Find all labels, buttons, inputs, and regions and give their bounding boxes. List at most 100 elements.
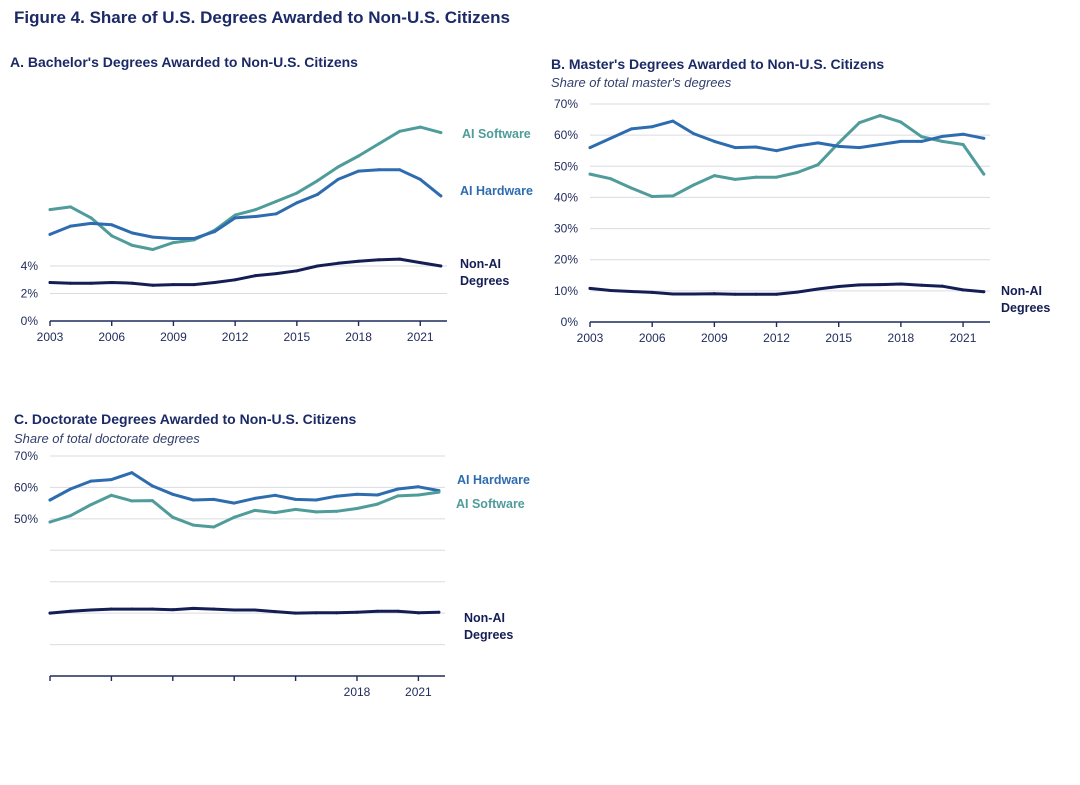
data-point bbox=[336, 261, 340, 265]
data-point bbox=[314, 510, 318, 514]
data-point bbox=[151, 235, 155, 239]
data-point bbox=[68, 487, 72, 491]
data-point bbox=[191, 498, 195, 502]
data-point bbox=[940, 139, 944, 143]
data-point bbox=[150, 484, 154, 488]
panel-c-subtitle: Share of total doctorate degrees bbox=[14, 431, 200, 446]
data-point bbox=[671, 194, 675, 198]
data-point bbox=[232, 608, 236, 612]
data-point bbox=[89, 221, 93, 225]
data-point bbox=[609, 289, 613, 293]
figure-title: Figure 4. Share of U.S. Degrees Awarded … bbox=[14, 8, 510, 27]
data-point bbox=[940, 134, 944, 138]
data-point bbox=[961, 142, 965, 146]
data-point bbox=[48, 208, 52, 212]
x-tick-label: 2021 bbox=[950, 331, 977, 345]
panel-c-chart: 50% 60% 70% 2018 2021 AI Hardware AI Software N… bbox=[14, 449, 530, 699]
data-point bbox=[961, 132, 965, 136]
data-point bbox=[418, 125, 422, 129]
data-point bbox=[315, 179, 319, 183]
data-point bbox=[213, 281, 217, 284]
data-point bbox=[609, 136, 613, 140]
data-point bbox=[650, 125, 654, 129]
data-point bbox=[213, 230, 217, 234]
series-label-non-ai: Non-AI bbox=[464, 611, 505, 625]
x-tick-label: 2018 bbox=[344, 685, 371, 699]
y-tick-label: 30% bbox=[554, 222, 578, 236]
data-point bbox=[940, 284, 944, 288]
series-label-ai-hardware: AI Hardware bbox=[460, 184, 533, 198]
data-point bbox=[335, 494, 339, 498]
data-point bbox=[899, 120, 903, 124]
y-tick-label: 50% bbox=[554, 159, 578, 173]
series-label-non-ai: Degrees bbox=[464, 628, 513, 642]
data-point bbox=[355, 492, 359, 496]
data-point bbox=[377, 168, 381, 172]
data-point bbox=[253, 608, 257, 612]
y-tick-label: 4% bbox=[21, 259, 39, 273]
x-tick-label: 2009 bbox=[701, 331, 728, 345]
y-tick-label: 70% bbox=[554, 97, 578, 111]
data-point bbox=[48, 232, 52, 236]
data-point bbox=[416, 485, 420, 489]
data-point bbox=[68, 609, 72, 613]
data-point bbox=[232, 501, 236, 505]
data-point bbox=[130, 499, 134, 503]
series-label-ai-hardware: AI Hardware bbox=[457, 473, 530, 487]
data-point bbox=[212, 607, 216, 611]
data-point bbox=[294, 611, 298, 615]
data-point bbox=[151, 248, 155, 251]
x-tick-label: 2015 bbox=[283, 330, 310, 344]
data-point bbox=[418, 261, 422, 265]
data-point bbox=[837, 144, 841, 148]
data-point bbox=[398, 257, 402, 261]
data-point bbox=[899, 139, 903, 143]
data-point bbox=[315, 193, 319, 196]
y-tick-label: 0% bbox=[21, 314, 39, 328]
data-point bbox=[754, 175, 758, 179]
data-point bbox=[355, 610, 359, 614]
series-line-non-ai bbox=[48, 606, 441, 615]
data-point bbox=[733, 146, 737, 150]
data-point bbox=[109, 607, 113, 611]
series-line-ai-hardware bbox=[48, 471, 441, 505]
data-point bbox=[171, 492, 175, 496]
data-point bbox=[754, 145, 758, 149]
data-point bbox=[437, 490, 441, 494]
data-point bbox=[982, 172, 986, 176]
data-point bbox=[335, 509, 339, 513]
data-point bbox=[375, 609, 379, 613]
data-point bbox=[295, 269, 299, 273]
data-point bbox=[375, 502, 379, 506]
data-point bbox=[212, 525, 216, 529]
data-point bbox=[671, 119, 675, 123]
data-point bbox=[629, 289, 633, 293]
series-line-ai-software bbox=[588, 114, 986, 198]
x-tick-label: 2021 bbox=[405, 685, 432, 699]
data-point bbox=[273, 610, 277, 614]
data-point bbox=[191, 606, 195, 610]
data-point bbox=[171, 241, 175, 245]
data-point bbox=[254, 208, 258, 212]
x-tick-label: 2012 bbox=[222, 330, 249, 344]
data-point bbox=[295, 191, 299, 195]
data-point bbox=[795, 290, 799, 294]
data-point bbox=[416, 611, 420, 615]
data-point bbox=[795, 171, 799, 175]
data-point bbox=[396, 609, 400, 613]
data-point bbox=[816, 163, 820, 167]
data-point bbox=[837, 284, 841, 288]
data-point bbox=[396, 494, 400, 498]
data-point bbox=[375, 493, 379, 497]
data-point bbox=[89, 503, 93, 507]
data-point bbox=[712, 139, 716, 143]
data-point bbox=[191, 523, 195, 527]
data-point bbox=[712, 174, 716, 178]
y-tick-label: 60% bbox=[554, 128, 578, 142]
y-tick-label: 2% bbox=[21, 287, 39, 301]
series-label-ai-software: AI Software bbox=[456, 497, 525, 511]
data-point bbox=[336, 177, 340, 181]
data-point bbox=[692, 132, 696, 136]
data-point bbox=[982, 290, 986, 294]
data-point bbox=[89, 281, 93, 285]
